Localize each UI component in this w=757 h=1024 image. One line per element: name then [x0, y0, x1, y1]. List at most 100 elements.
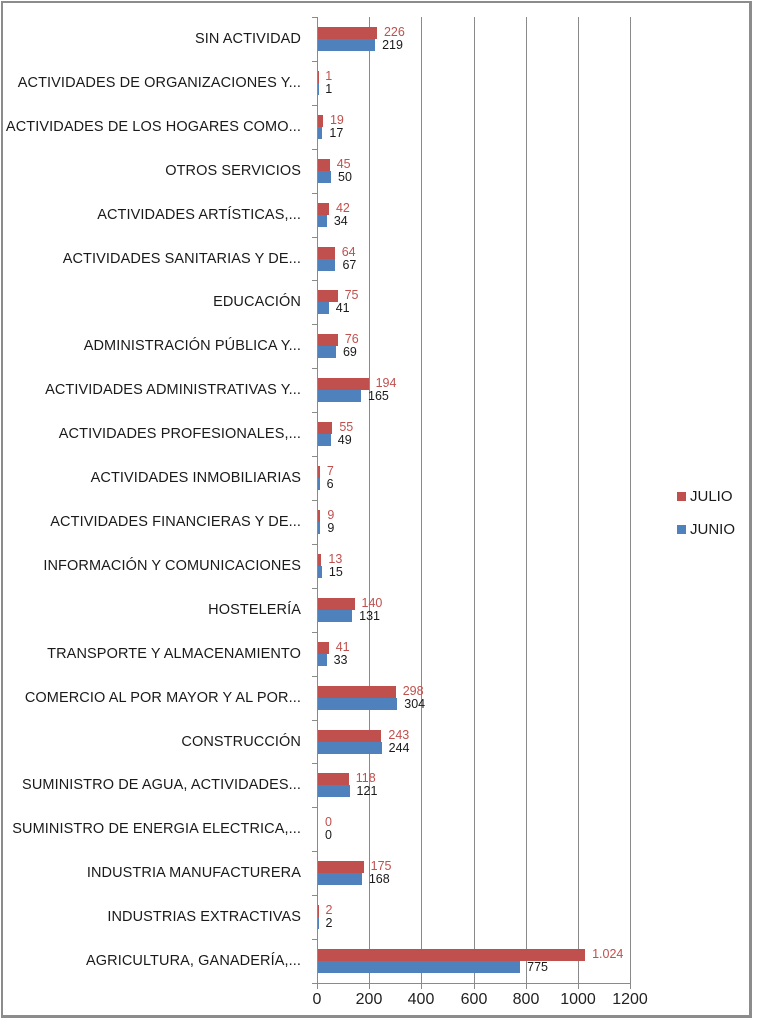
- x-axis-line: [317, 983, 630, 984]
- data-label-julio: 41: [335, 639, 350, 654]
- y-tick-mark: [312, 851, 317, 852]
- bar-junio: [318, 302, 329, 315]
- bar-junio: [318, 609, 353, 622]
- gridline: [421, 17, 422, 983]
- bar-junio: [318, 346, 336, 359]
- data-label-julio: 243: [388, 727, 410, 742]
- data-label-julio: 9: [327, 507, 335, 522]
- bar-junio: [318, 917, 319, 930]
- data-label-junio: 304: [404, 696, 426, 711]
- y-tick-mark: [312, 895, 317, 896]
- x-tick-label: 800: [512, 991, 540, 1008]
- category-label: ACTIVIDADES FINANCIERAS Y DE...: [50, 513, 301, 530]
- data-label-julio: 2: [325, 903, 333, 918]
- bar-julio: [318, 905, 319, 918]
- legend-item-junio: JUNIO: [677, 519, 735, 539]
- y-tick-mark: [312, 280, 317, 281]
- bar-julio: [318, 729, 382, 742]
- bar-junio: [318, 126, 323, 139]
- bar-julio: [318, 378, 369, 391]
- category-label: ACTIVIDADES DE ORGANIZACIONES Y...: [17, 74, 301, 91]
- data-label-junio: 0: [325, 828, 332, 843]
- x-tick-label: 1000: [560, 991, 596, 1008]
- data-label-julio: 45: [336, 156, 351, 171]
- data-label-junio: 121: [356, 784, 378, 799]
- y-tick-mark: [312, 983, 317, 984]
- y-tick-mark: [312, 456, 317, 457]
- bar-julio: [318, 641, 329, 654]
- category-label: INDUSTRIA MANUFACTURERA: [86, 865, 301, 882]
- y-tick-mark: [312, 807, 317, 808]
- y-tick-mark: [312, 237, 317, 238]
- category-label: EDUCACIÓN: [213, 294, 301, 311]
- bar-junio: [318, 434, 331, 447]
- y-tick-mark: [312, 193, 317, 194]
- chart-legend: JULIO JUNIO: [677, 486, 735, 552]
- data-label-julio: 76: [344, 332, 359, 347]
- x-tick-mark: [526, 983, 527, 989]
- data-label-junio: 41: [335, 301, 350, 316]
- julio-swatch-icon: [677, 491, 686, 501]
- data-label-julio: 0: [325, 815, 332, 830]
- data-label-julio: 226: [383, 24, 405, 39]
- category-label: INDUSTRIAS EXTRACTIVAS: [107, 909, 301, 926]
- category-label: AGRICULTURA, GANADERÍA,...: [85, 953, 301, 970]
- data-label-julio: 55: [339, 420, 354, 435]
- y-tick-mark: [312, 676, 317, 677]
- y-tick-mark: [312, 368, 317, 369]
- bar-junio: [318, 38, 376, 51]
- bar-junio: [318, 697, 398, 710]
- category-label: ACTIVIDADES ARTÍSTICAS,...: [97, 206, 301, 223]
- category-label: ACTIVIDADES PROFESIONALES,...: [58, 426, 301, 443]
- bar-julio: [318, 685, 396, 698]
- data-label-junio: 17: [329, 125, 344, 140]
- data-label-junio: 69: [342, 345, 357, 360]
- data-label-junio: 33: [333, 652, 348, 667]
- y-tick-mark: [312, 500, 317, 501]
- data-label-julio: 13: [328, 551, 343, 566]
- bar-julio: [318, 246, 335, 259]
- legend-item-julio: JULIO: [677, 486, 735, 506]
- data-label-julio: 298: [402, 683, 424, 698]
- category-label: ACTIVIDADES ADMINISTRATIVAS Y...: [45, 382, 301, 399]
- bar-julio: [318, 861, 364, 874]
- category-label: ADMINISTRACIÓN PÚBLICA Y...: [83, 338, 301, 355]
- bar-junio: [318, 478, 320, 491]
- y-tick-mark: [312, 61, 317, 62]
- bar-julio: [318, 553, 322, 566]
- bar-julio: [318, 334, 338, 347]
- bar-junio: [318, 170, 332, 183]
- gridline: [369, 17, 370, 983]
- data-label-junio: 49: [337, 433, 352, 448]
- data-label-junio: 15: [328, 564, 343, 579]
- x-tick-mark: [421, 983, 422, 989]
- x-tick-mark: [317, 983, 318, 989]
- y-tick-mark: [312, 17, 317, 18]
- bar-julio: [318, 949, 586, 962]
- bar-julio: [318, 422, 333, 435]
- bar-julio: [318, 773, 349, 786]
- data-label-julio: 7: [326, 464, 334, 479]
- data-label-julio: 1.024: [592, 947, 624, 962]
- data-label-junio: 168: [368, 872, 390, 887]
- category-label: SUMINISTRO DE AGUA, ACTIVIDADES...: [22, 777, 301, 794]
- x-tick-mark: [369, 983, 370, 989]
- bar-junio: [318, 873, 362, 886]
- x-tick-mark: [630, 983, 631, 989]
- data-label-julio: 19: [329, 112, 344, 127]
- junio-swatch-icon: [677, 524, 686, 534]
- data-label-julio: 140: [361, 595, 383, 610]
- bar-julio: [318, 26, 377, 39]
- data-label-junio: 67: [342, 257, 357, 272]
- bar-junio: [318, 214, 327, 227]
- bar-junio: [318, 741, 382, 754]
- bar-junio: [318, 390, 362, 403]
- data-label-junio: 775: [527, 960, 548, 975]
- bar-junio: [318, 258, 336, 271]
- category-label: HOSTELERÍA: [208, 601, 301, 618]
- gridline: [578, 17, 579, 983]
- y-tick-mark: [312, 588, 317, 589]
- category-label: ACTIVIDADES INMOBILIARIAS: [90, 470, 301, 487]
